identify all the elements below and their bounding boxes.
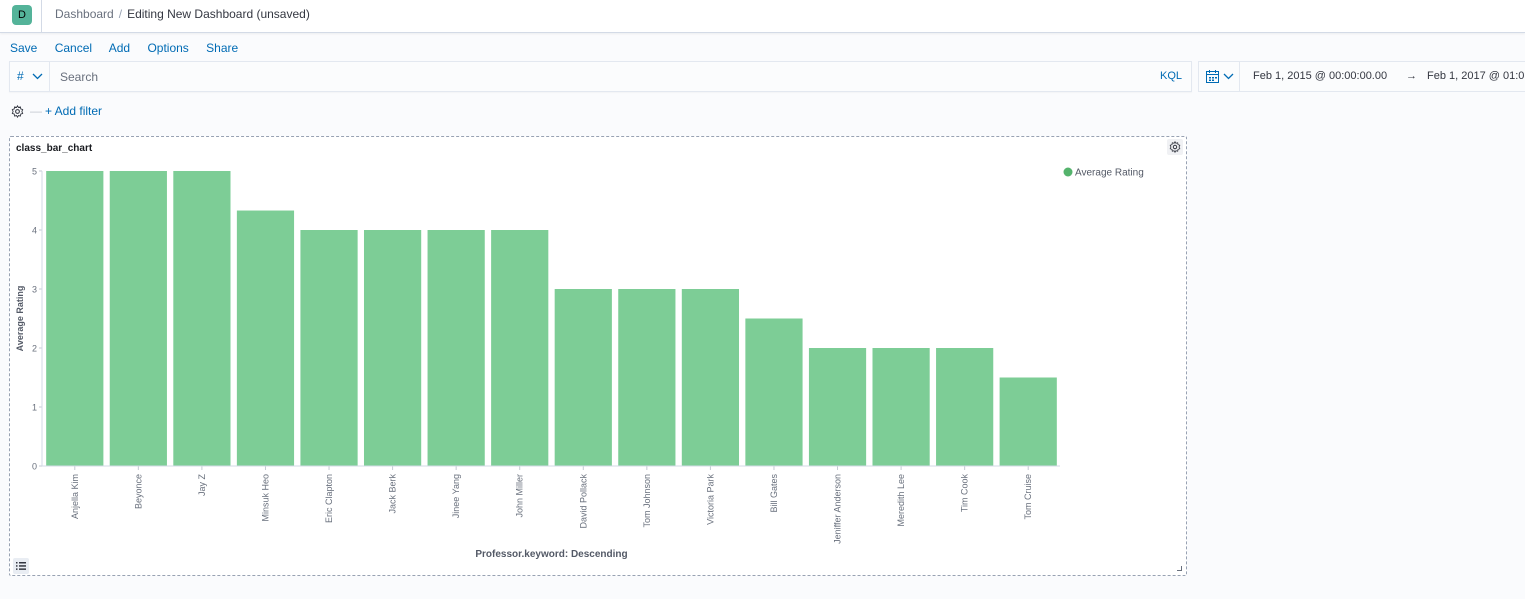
panel-resize-handle[interactable] [1177,566,1182,571]
bar [109,171,167,466]
search-input[interactable] [51,62,1141,91]
cancel-button[interactable]: Cancel [54,41,93,55]
top-nav-menu: Save Cancel Add Options Share [10,41,252,55]
legend-label: Average Rating [1075,168,1144,179]
breadcrumb-separator: / [118,7,123,21]
x-tick-label: Minsuk Heo [260,474,270,522]
gear-icon[interactable] [11,105,24,118]
share-button[interactable]: Share [206,41,239,55]
quick-date-menu-button[interactable] [1199,62,1240,91]
logo-letter: D [18,9,26,21]
y-tick-label: 3 [32,285,37,295]
end-date[interactable]: Feb 1, 2017 @ 01:01 [1427,70,1525,82]
x-tick-label: Victoria Park [705,474,715,525]
list-icon [16,562,26,570]
x-tick-label: Eric Clapton [324,474,334,523]
panel-options-button[interactable] [1167,139,1183,155]
y-tick-label: 4 [32,226,37,236]
y-axis-title: Average Rating [15,286,25,352]
add-button[interactable]: Add [108,41,131,55]
x-tick-label: Bill Gates [769,474,779,513]
panel-title: class_bar_chart [16,143,93,154]
bar [618,289,676,466]
top-header: D Dashboard / Editing New Dashboard (unsav… [0,0,1525,33]
query-bar: # KQL [9,61,1192,92]
bar [173,171,231,466]
calendar-icon [1206,70,1219,83]
x-tick-label: Tim Cook [960,474,970,513]
bar [427,230,485,466]
x-tick-label: Jeniffer Anderson [833,474,843,544]
bar [681,289,740,466]
y-tick-label: 1 [32,403,37,413]
query-language-button[interactable]: KQL [1159,70,1182,82]
x-tick-label: Tom Cruise [1023,474,1033,520]
x-tick-label: David Pollack [578,474,588,529]
y-tick-label: 2 [32,344,37,354]
bar [236,210,295,466]
bar [554,289,612,466]
breadcrumb-current: Editing New Dashboard (unsaved) [127,7,310,21]
x-axis-title: Professor.keyword: Descending [475,549,627,560]
bar [46,171,104,466]
bar [808,348,867,466]
x-tick-label: Jay Z [197,474,207,497]
breadcrumb-dashboard-link[interactable]: Dashboard [55,7,114,21]
chevron-down-icon [1223,73,1234,80]
query-language-symbol: # [17,69,24,83]
date-range-arrow: → [1406,70,1417,82]
app-logo[interactable]: D [12,5,32,25]
bar [300,230,358,466]
start-date[interactable]: Feb 1, 2015 @ 00:00:00.00 [1253,70,1388,82]
options-button[interactable]: Options [147,41,189,55]
x-tick-label: Tom Johnson [642,474,652,528]
bar [363,230,422,466]
bar [999,377,1057,466]
date-picker: Feb 1, 2015 @ 00:00:00.00 → Feb 1, 2017 … [1198,61,1525,92]
bar-chart: 0 1 2 3 4 5 Anjella Kim Beyonce Jay Z Minsuk Heo E… [15,167,1144,561]
x-tick-label: Jinee Yang [451,474,461,518]
add-filter-button[interactable]: + Add filter [45,104,103,118]
filter-separator: — [30,104,42,118]
bar [936,348,994,466]
legend-toggle-button[interactable] [13,558,29,574]
visualization-panel: class_bar_chart 0 1 2 3 4 5 Anjella Kim Beyonce… [9,136,1187,576]
chevron-down-icon [32,73,43,80]
gear-icon [1169,141,1181,153]
breadcrumb: Dashboard / Editing New Dashboard (unsaved… [55,7,310,21]
bar [872,348,930,466]
save-button[interactable]: Save [10,41,38,55]
x-tick-label: Jack Berk [388,474,398,514]
y-tick-label: 5 [32,167,37,177]
y-tick-label: 0 [32,462,37,472]
x-tick-label: John Miller [515,474,525,518]
x-tick-label: Beyonce [133,474,143,509]
bar [745,318,803,466]
legend-swatch [1063,167,1073,177]
bar [491,230,549,466]
saved-query-button[interactable]: # [10,62,50,91]
header-divider [41,0,42,32]
x-tick-label: Meredith Lee [896,474,906,527]
x-tick-label: Anjella Kim [70,474,80,519]
